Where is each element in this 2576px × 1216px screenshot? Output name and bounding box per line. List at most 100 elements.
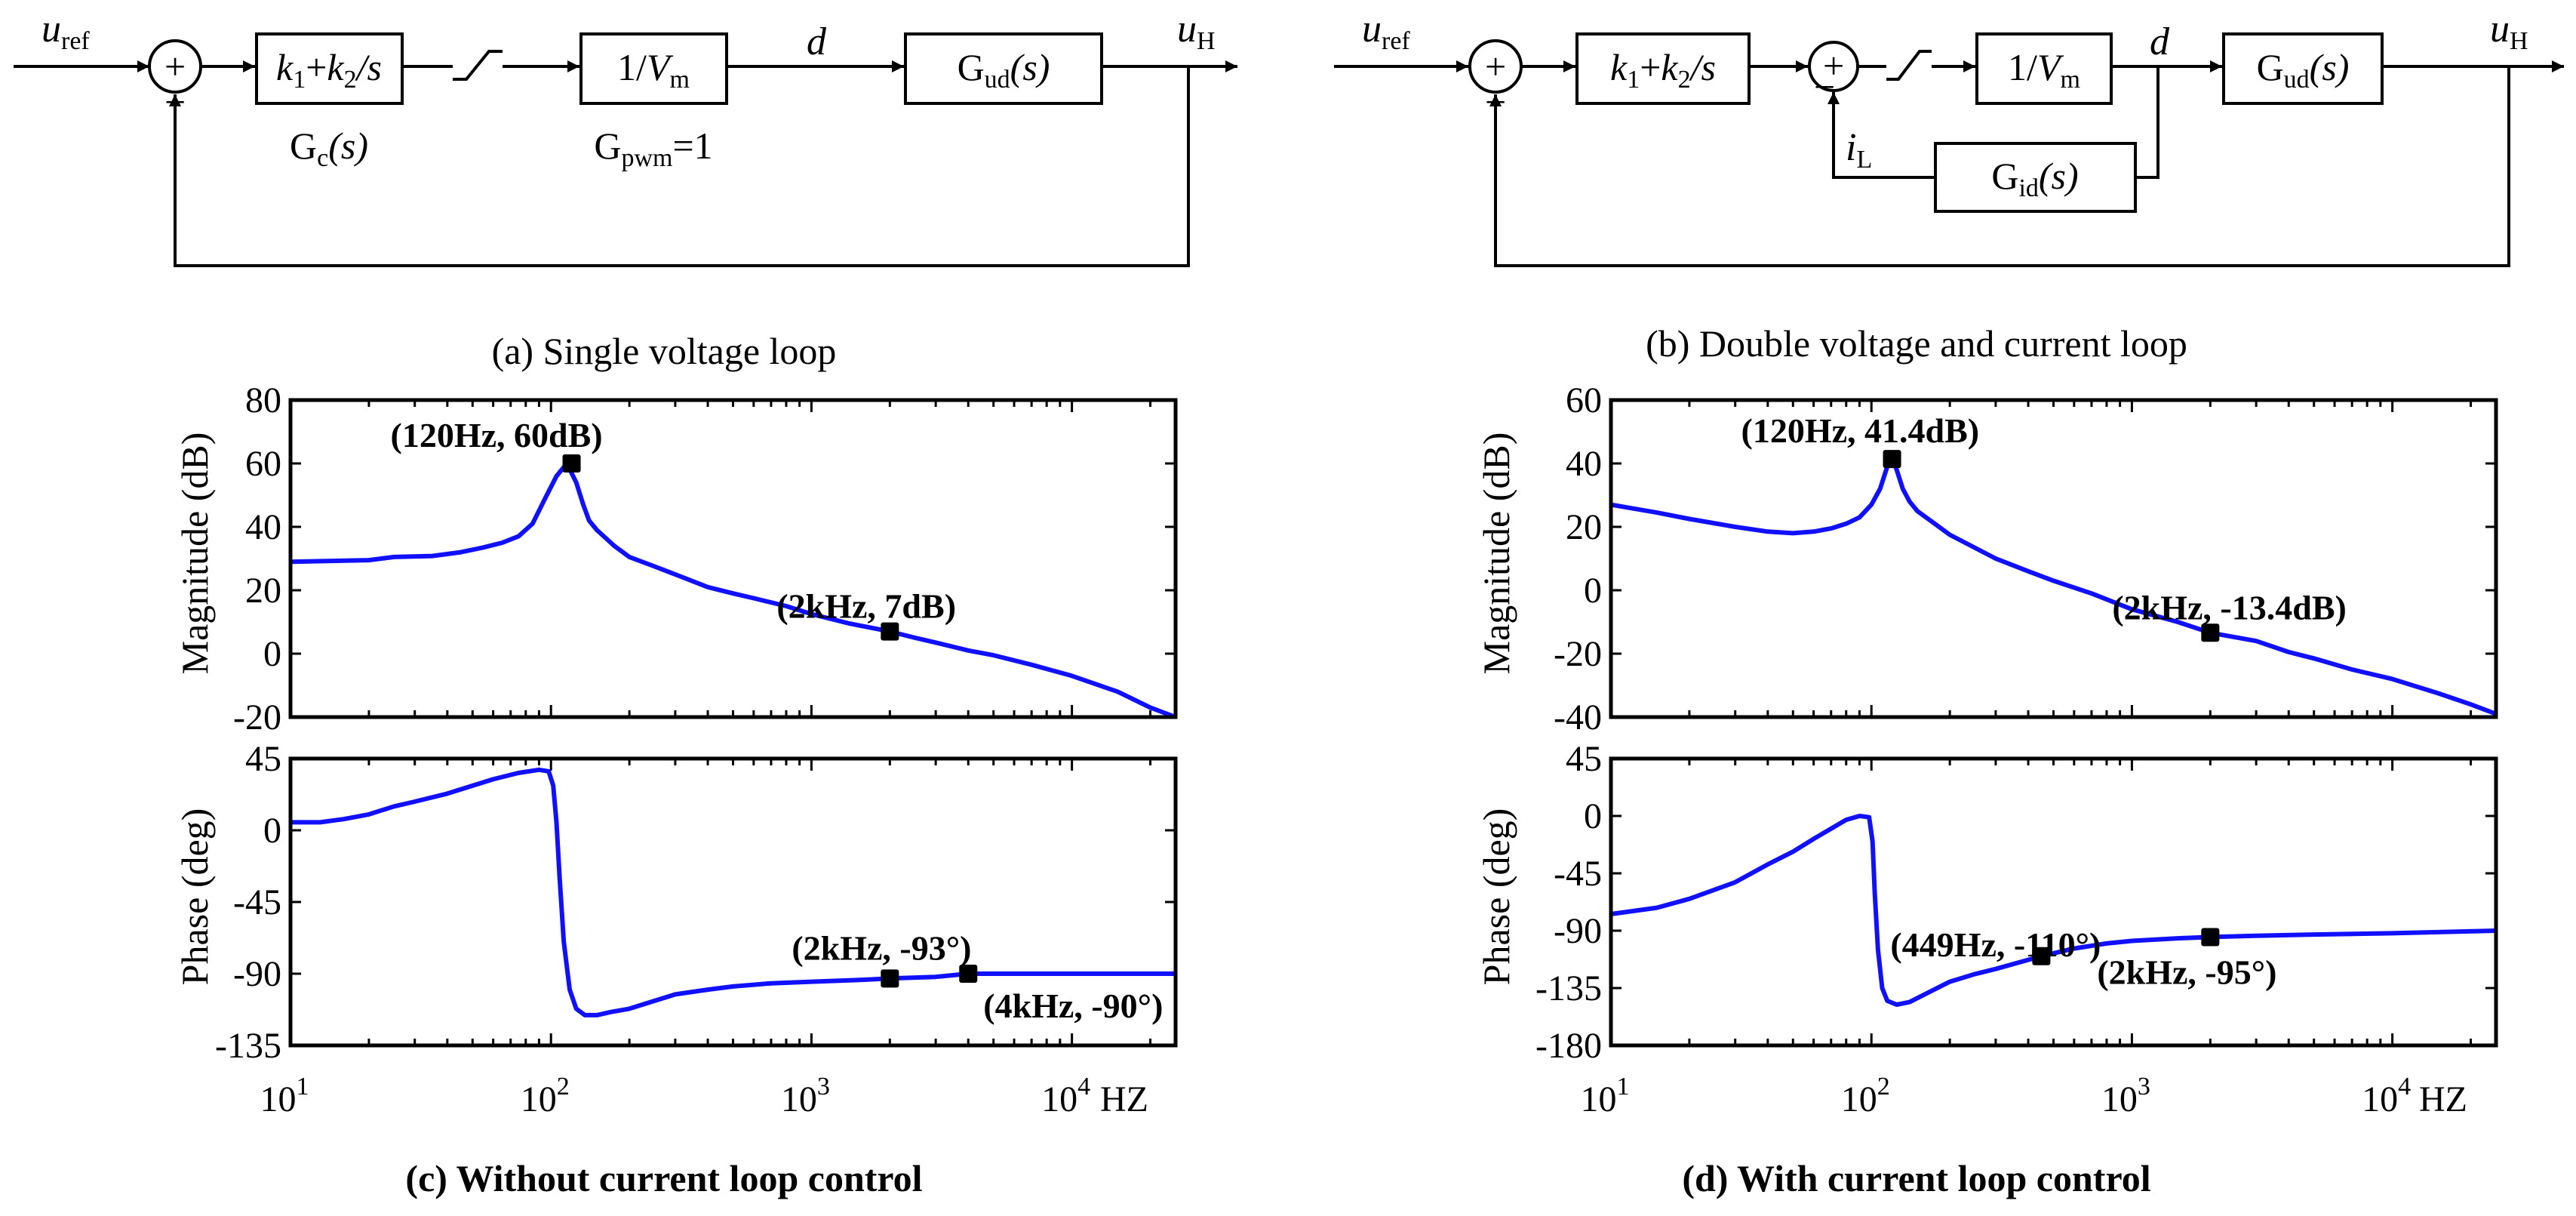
chart-d-mag-marker-label: (2kHz, -13.4dB) [2112,588,2347,626]
chart-c-mag-ytick-label: 40 [245,507,281,547]
chart-d-xticks: 101 102 103 104 [1581,1073,2412,1119]
chart-d-ph-ytick-label: -135 [1535,968,1602,1008]
chart-c-ph-marker-label: (2kHz, -93°) [792,928,971,967]
block-diagram-b: uref + − k1+k2/s + − 1/Vm d Gud(s) uH Gi… [1334,8,2564,365]
diagram-b-caption: (b) Double voltage and current loop [1646,322,2187,365]
chart-d-ph-marker-label: (449Hz, -110°) [1890,925,2101,964]
bode-plot-c: Magnitude (dB) 80 60 40 20 0 -20 (120Hz, 60dB… [174,380,1178,1199]
chart-c-xtick-label: 104 [1041,1073,1090,1119]
chart-d-ph-ytick-label: -180 [1535,1026,1602,1066]
chart-c-ph-ytick-label: 0 [263,811,281,851]
chart-d-mag-ytick-label: 60 [1566,380,1602,420]
chart-c-ph-marker [959,965,978,983]
chart-c-ph-ytick-label: -135 [215,1026,281,1066]
chart-d-ph-marker [2201,928,2220,947]
chart-d-mag-ytick-label: 20 [1566,507,1602,547]
diagram-b-input-label: uref [1362,8,1410,55]
diagram-a-sum-plus: + [164,45,186,88]
diagram-a-controller-label: Gc(s) [290,125,368,172]
diagram-b-current-feedback [1827,92,1935,179]
diagram-b-duty-label: d [2150,20,2170,63]
chart-d-ph-ytick-label: 0 [1584,796,1602,836]
diagram-b-plant-text: Gud(s) [2257,46,2350,94]
chart-c-xtick-label: 102 [521,1073,570,1119]
diagram-b-plant-block [2222,32,2384,105]
diagram-a-plant-text: Gud(s) [958,46,1050,94]
diagram-a-pwm-label: Gpwm=1 [594,125,712,172]
chart-c-xlabel: HZ [1100,1079,1148,1119]
chart-c-mag-frame [288,398,1178,719]
chart-d-ph-ytick-label: 45 [1566,739,1602,779]
chart-c-xtick-label: 101 [260,1073,309,1119]
chart-d-ph-marker-label: (2kHz, -95°) [2097,953,2276,991]
chart-c-phase-yticks: 45 0 -45 -90 -135 [215,739,281,1066]
chart-d-mag-frame [1609,398,2498,719]
diagram-a-caption: (a) Single voltage loop [492,330,837,372]
chart-c-ph-marker [881,969,899,988]
diagram-a-input-label: uref [41,8,90,55]
chart-c-mag-ytick-label: 0 [263,634,281,674]
diagram-a-controller-block [255,32,404,105]
diagram-b-controller-text: k1+k2/s [1610,46,1716,94]
diagram-b-inner-sum-minus: − [1814,66,1835,108]
chart-d-mag-ytick-label: 0 [1584,571,1602,611]
chart-d-phase-curve [1610,814,2497,1007]
diagram-b-current-label: iL [1846,126,1872,174]
diagram-b-feedback-path [1489,66,2510,267]
chart-d-mag-ytick-label: 40 [1566,444,1602,484]
chart-d-xtick-label: 101 [1581,1073,1630,1119]
chart-c-ph-ytick-label: 45 [245,739,281,779]
diagram-a-feedback-path [169,66,1190,267]
chart-c-ph-ytick-label: -45 [233,882,281,922]
chart-d-mag-marker-label: (120Hz, 41.4dB) [1741,411,1980,450]
chart-d-mag-ylabel: Magnitude (dB) [1475,433,1517,675]
chart-c-ph-ytick-label: -90 [233,954,281,994]
diagram-b-pwm-block [1975,32,2113,105]
diagram-a-controller-text: k1+k2/s [276,46,382,94]
chart-d-caption: (d) With current loop control [1682,1157,2150,1199]
chart-c-xticks: 101 102 103 104 [260,1073,1091,1119]
diagram-b-sum-plus: + [1485,45,1506,88]
block-diagram-a: uref + − k1+k2/s Gc(s) 1/Vm Gpwm=1 d Gud… [14,8,1237,372]
chart-d-mag-marker [1883,450,1901,469]
chart-d-xtick-label: 102 [1841,1073,1890,1119]
chart-c-phase-curve [290,767,1176,1017]
diagram-b-controller-block [1575,32,1751,105]
chart-d-phase-ylabel: Phase (deg) [1475,808,1517,986]
chart-c-mag-marker-label: (120Hz, 60dB) [391,416,603,454]
chart-c-ph-marker-label: (4kHz, -90°) [983,987,1163,1025]
chart-c-mag-marker [562,454,581,473]
chart-d-mag-yticks: 60 40 20 0 -20 -40 [1554,380,1602,737]
chart-c-mag-ylabel: Magnitude (dB) [174,433,216,675]
chart-c-xtick-label: 103 [781,1073,830,1119]
chart-d-ph-marker [2032,947,2051,965]
chart-c-mag-ytick-label: 20 [245,571,281,611]
chart-d-mag-ytick-label: -40 [1554,697,1602,737]
chart-d-phase-frame [1609,756,2498,1048]
bode-plot-d: Magnitude (dB) 60 40 20 0 -20 -40 (120Hz, 41.… [1475,380,2498,1199]
diagram-a-plant-block [904,32,1103,105]
chart-c-mag-ytick-label: -20 [233,697,281,737]
diagram-b-current-block-text: Gid(s) [1991,155,2078,202]
diagram-b-output-label: uH [2490,8,2528,55]
chart-d-phase-yticks: 45 0 -45 -90 -135 -180 [1535,739,1602,1066]
diagram-b-inner-sum-plus: + [1823,45,1844,87]
diagram-a-output-label: uH [1177,8,1216,55]
chart-c-mag-curve [290,461,1177,719]
chart-d-mag-curve [1610,457,2498,716]
chart-d-ph-ytick-label: -90 [1554,911,1602,951]
chart-c-mag-marker-label: (2kHz, 7dB) [776,587,956,626]
diagram-a-pwm-block [579,32,728,105]
chart-d-mag-ytick-label: -20 [1554,634,1602,674]
chart-c-phase-frame [288,756,1178,1048]
chart-d-mag-marker [2201,623,2220,642]
diagram-a-saturation-limiter [453,50,503,81]
chart-d-ph-ytick-label: -45 [1554,854,1602,894]
diagram-b-pwm-text: 1/Vm [2008,46,2080,94]
chart-c-mag-ytick-label: 60 [245,444,281,484]
chart-d-xlabel: HZ [2419,1079,2467,1119]
chart-c-phase-ylabel: Phase (deg) [174,808,216,986]
diagram-a-duty-label: d [807,20,827,63]
chart-c-mag-ytick-label: 80 [245,380,281,420]
